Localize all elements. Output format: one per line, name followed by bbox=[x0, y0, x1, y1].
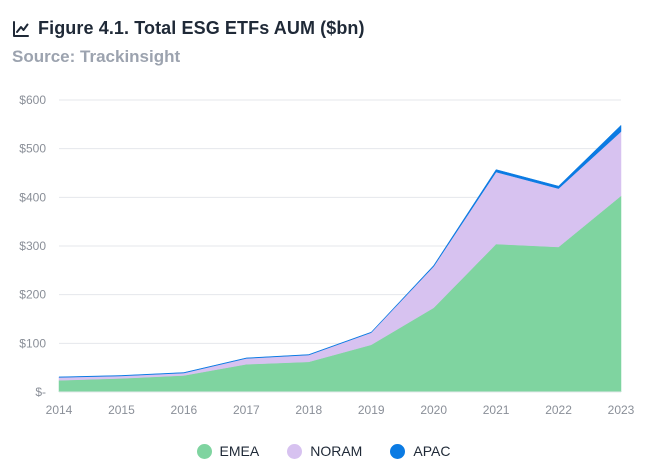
y-tick-label: $400 bbox=[19, 190, 46, 204]
x-tick-label: 2015 bbox=[108, 403, 135, 417]
x-tick-label: 2018 bbox=[295, 403, 322, 417]
legend-label: EMEA bbox=[219, 443, 260, 459]
x-tick-label: 2016 bbox=[171, 403, 198, 417]
series-area-apac bbox=[58, 124, 622, 378]
y-tick-label: $500 bbox=[19, 142, 46, 156]
y-tick-label: $- bbox=[35, 385, 46, 399]
x-tick-label: 2021 bbox=[483, 403, 510, 417]
y-tick-label: $200 bbox=[19, 288, 46, 302]
legend-swatch bbox=[287, 443, 303, 459]
x-tick-label: 2023 bbox=[608, 403, 635, 417]
x-tick-label: 2014 bbox=[46, 403, 73, 417]
y-tick-label: $100 bbox=[19, 336, 46, 350]
y-tick-label: $600 bbox=[19, 93, 46, 107]
legend-item-emea[interactable]: EMEA bbox=[196, 443, 260, 459]
stacked-area-chart: $- $100 $200 $300 $400 $500 $600 2014 2015 2016 20… bbox=[19, 93, 635, 417]
chart-legend: EMEA NORAM APAC bbox=[0, 443, 647, 459]
y-tick-label: $300 bbox=[19, 239, 46, 253]
legend-swatch bbox=[390, 443, 406, 459]
chart-title: Figure 4.1. Total ESG ETFs AUM ($bn) bbox=[38, 18, 365, 38]
x-tick-label: 2022 bbox=[545, 403, 572, 417]
legend-item-apac[interactable]: APAC bbox=[390, 443, 450, 459]
legend-item-noram[interactable]: NORAM bbox=[287, 443, 362, 459]
chart-line-icon bbox=[12, 20, 30, 38]
chart-source: Source: Trackinsight bbox=[12, 47, 181, 66]
legend-label: APAC bbox=[413, 443, 451, 459]
legend-label: NORAM bbox=[310, 443, 363, 459]
chart-header: Figure 4.1. Total ESG ETFs AUM ($bn) Sou… bbox=[12, 18, 635, 67]
title-row: Figure 4.1. Total ESG ETFs AUM ($bn) bbox=[12, 18, 635, 39]
legend-swatch bbox=[196, 443, 212, 459]
x-tick-label: 2019 bbox=[358, 403, 385, 417]
chart-area: $- $100 $200 $300 $400 $500 $600 2014 2015 2016 20… bbox=[0, 82, 647, 427]
x-tick-label: 2020 bbox=[420, 403, 447, 417]
x-tick-label: 2017 bbox=[233, 403, 260, 417]
